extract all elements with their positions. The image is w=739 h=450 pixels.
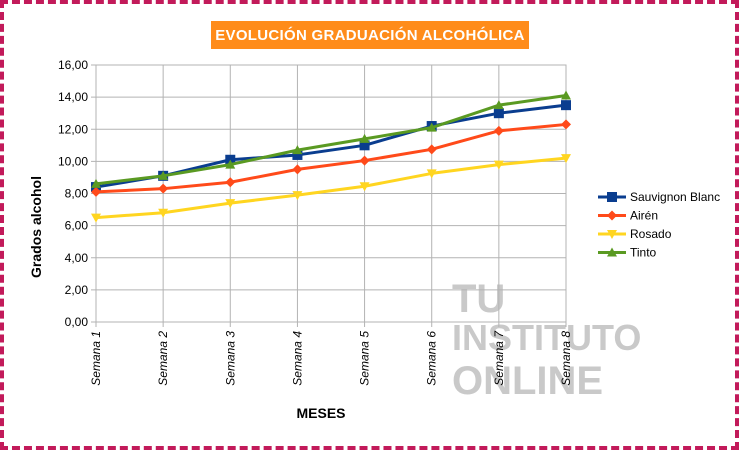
data-point (158, 170, 169, 180)
data-point (158, 208, 169, 218)
data-point (607, 230, 617, 239)
data-point (225, 159, 236, 169)
legend-label: Sauvignon Blanc (630, 190, 720, 204)
legend-label: Rosado (630, 227, 672, 241)
watermark: TU INSTITUTO ONLINE (452, 277, 641, 403)
y-axis-title: Grados alcohol (28, 176, 44, 278)
data-point (561, 100, 571, 111)
data-point (493, 160, 504, 170)
series-line (95, 94, 567, 186)
data-point (158, 183, 169, 194)
x-axis-title: MESES (296, 405, 345, 421)
data-point (561, 154, 571, 164)
data-point (292, 145, 303, 155)
legend-label: Tinto (630, 246, 657, 260)
data-point (359, 155, 370, 166)
legend-item: Rosado (598, 227, 672, 241)
legend-item: Sauvignon Blanc (598, 190, 720, 204)
legend-label: Airén (630, 209, 658, 223)
data-point (607, 210, 617, 221)
series-air-n (91, 119, 571, 197)
data-point (426, 169, 437, 179)
x-tick-label: Semana 6 (425, 331, 439, 386)
watermark-line2: INSTITUTO (452, 317, 641, 358)
series-line (95, 156, 567, 220)
data-point (426, 122, 437, 132)
data-point (292, 164, 303, 175)
data-point (607, 247, 617, 257)
x-tick-label: Semana 7 (492, 330, 506, 386)
series-rosado (91, 154, 571, 223)
data-point (426, 144, 437, 155)
data-point (359, 133, 370, 143)
series-line (95, 122, 567, 194)
data-point (359, 140, 370, 151)
y-tick-label: 0,00 (65, 315, 89, 329)
y-tick-label: 14,00 (58, 90, 88, 104)
legend-item: Tinto (598, 246, 657, 260)
y-tick-label: 10,00 (58, 154, 88, 168)
data-point (607, 192, 617, 202)
data-point (561, 90, 571, 100)
data-point (493, 108, 504, 119)
y-tick-label: 2,00 (65, 283, 89, 297)
data-point (292, 191, 303, 201)
chart-title: EVOLUCIÓN GRADUACIÓN ALCOHÓLICA (211, 21, 529, 49)
y-tick-label: 12,00 (58, 122, 88, 136)
watermark-line1: TU (452, 277, 505, 321)
x-tick-label: Semana 1 (89, 331, 103, 386)
x-tick-label: Semana 8 (559, 331, 573, 386)
y-tick-label: 16,00 (58, 58, 88, 72)
x-tick-label: Semana 2 (156, 331, 170, 386)
data-point (91, 178, 101, 188)
x-tick-label: Semana 3 (223, 331, 237, 386)
data-point (91, 213, 101, 223)
x-tick-label: Semana 5 (358, 331, 372, 386)
y-tick-label: 4,00 (65, 251, 89, 265)
data-point (561, 119, 571, 130)
y-tick-label: 8,00 (65, 187, 89, 201)
data-point (91, 186, 101, 197)
watermark-line3: ONLINE (452, 359, 603, 403)
legend-item: Airén (598, 209, 658, 223)
series-tinto (91, 90, 571, 188)
data-point (493, 125, 504, 136)
data-point (225, 177, 236, 188)
data-point (225, 199, 236, 209)
data-point (493, 100, 504, 110)
x-tick-label: Semana 4 (290, 331, 304, 386)
data-point (359, 182, 370, 192)
y-tick-label: 6,00 (65, 219, 89, 233)
data-point (292, 149, 303, 160)
